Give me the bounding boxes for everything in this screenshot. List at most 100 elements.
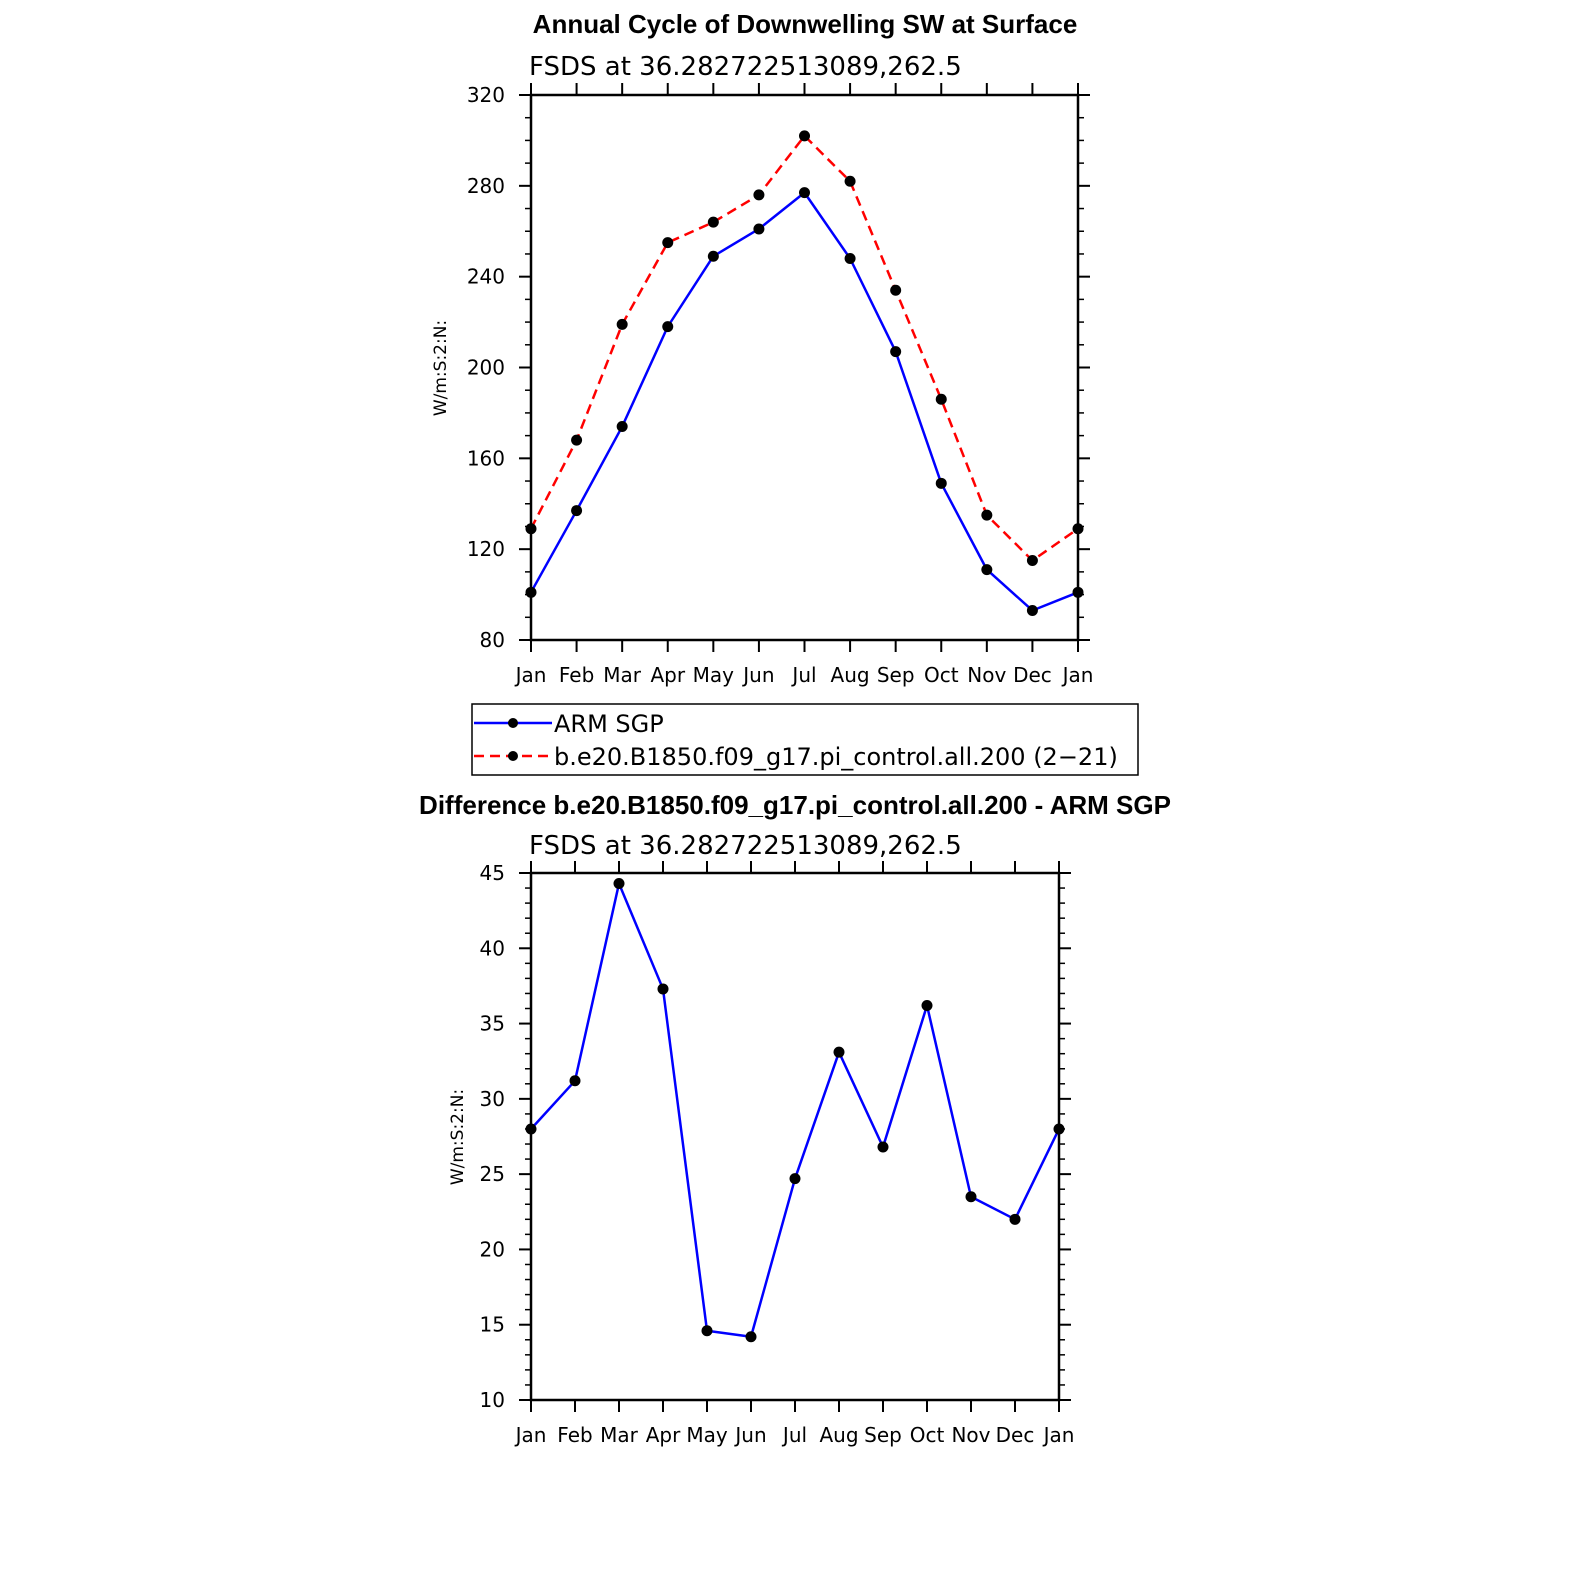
chart-1-xtick-label: Apr xyxy=(650,663,685,687)
chart-1-xtick-label: Aug xyxy=(831,663,870,687)
chart-1-xtick-label: Mar xyxy=(603,663,642,687)
chart-1-series-line-1 xyxy=(529,134,1079,562)
chart-1-series-0-point xyxy=(981,564,993,576)
chart-2-subtitle: FSDS at 36.282722513089,262.5 xyxy=(529,831,962,861)
chart-2-xtick-label: Jul xyxy=(781,1423,807,1447)
chart-2-xtick-label: Oct xyxy=(910,1423,945,1447)
chart-2-xtick-label: Mar xyxy=(600,1423,639,1447)
chart-1-xtick-label: Nov xyxy=(967,663,1006,687)
chart-1-xtick-label: Jun xyxy=(741,663,774,687)
chart-1-series-1-point xyxy=(1026,555,1038,567)
chart-1-xtick-label: Feb xyxy=(559,663,594,687)
chart-2-series-0-point xyxy=(833,1046,845,1058)
chart-1-series-0-point xyxy=(935,477,947,489)
chart-1-series-0-point xyxy=(616,421,628,433)
chart-1-ytick-label: 280 xyxy=(467,174,505,198)
chart-1-ytick-label: 80 xyxy=(480,628,505,652)
chart-2-axes: Jan Feb Mar Apr May Jun Jul Aug Sep Oct Nov Dec Jan 1… xyxy=(480,861,1075,1447)
chart-2-series-0-point xyxy=(613,878,625,890)
chart-2-series-line-0 xyxy=(530,882,1061,1339)
chart-1-xtick-label: Oct xyxy=(924,663,959,687)
chart-2-series-0-point xyxy=(965,1191,977,1203)
chart-2-frame xyxy=(529,871,1061,1402)
chart-2-xtick-label: May xyxy=(686,1423,728,1447)
chart-1-xtick-label: Jan xyxy=(1061,663,1094,687)
chart-1-ytick-label: 120 xyxy=(467,537,505,561)
chart-2-ytick-label: 35 xyxy=(480,1012,505,1036)
chart-2-series-0-point xyxy=(877,1141,889,1153)
chart-2-xtick-label: Jan xyxy=(514,1423,547,1447)
chart-1-series-1-point xyxy=(981,509,993,521)
chart-1-series-1-point xyxy=(571,434,583,446)
chart-1-series-1-point xyxy=(753,189,765,201)
legend: ARM SGP b.e20.B1850.f09_g17.pi_control.a… xyxy=(471,703,1139,776)
chart-1-plot xyxy=(525,130,1084,616)
chart-1-ytick-label: 200 xyxy=(467,356,505,380)
chart-1-axes: Jan Feb Mar Apr May Jun Jul Aug Sep Oct Nov Dec Jan 8… xyxy=(467,83,1094,687)
chart-1-series-1-point xyxy=(935,393,947,405)
chart-2-series-0-point xyxy=(789,1173,801,1185)
chart-2-series-0-point xyxy=(745,1331,757,1343)
chart-2-series-0-point xyxy=(525,1123,537,1135)
chart-1-series-0-point xyxy=(799,187,810,199)
chart-1-ylabel: W/m:S:2:N: xyxy=(431,320,451,416)
chart-1-series-1-point xyxy=(616,318,628,330)
chart-1-xtick-label: Dec xyxy=(1013,663,1052,687)
chart-1-ytick-label: 240 xyxy=(467,265,505,289)
chart-2-series-0-point xyxy=(657,983,669,995)
chart-2-ytick-label: 30 xyxy=(480,1087,505,1111)
chart-1-series-1-point xyxy=(662,237,674,249)
chart-2-xtick-label: Nov xyxy=(951,1423,990,1447)
chart-1-series-1-point xyxy=(707,216,719,228)
chart-1-xtick-label: Jan xyxy=(514,663,547,687)
chart-2-series-0-point xyxy=(1053,1123,1065,1135)
chart-2-ytick-label: 40 xyxy=(480,936,505,960)
chart-2-plot xyxy=(525,878,1065,1343)
chart-1-series-1-point xyxy=(799,130,810,142)
legend-label-model: b.e20.B1850.f09_g17.pi_control.all.200 (… xyxy=(554,743,1118,771)
legend-marker-model xyxy=(508,751,518,761)
chart-1-series-1-point xyxy=(1072,523,1084,535)
legend-box xyxy=(471,703,1139,776)
chart-1-series-0-point xyxy=(707,250,719,262)
chart-2-series-0-point xyxy=(701,1325,713,1337)
chart-2-xtick-label: Apr xyxy=(646,1423,681,1447)
chart-annual-cycle: Annual Cycle of Downwelling SW at Surfac… xyxy=(431,9,1139,776)
chart-2-ytick-label: 10 xyxy=(480,1388,505,1412)
chart-2-xtick-label: Sep xyxy=(864,1423,902,1447)
chart-1-xtick-label: Sep xyxy=(877,663,915,687)
chart-2-ytick-label: 45 xyxy=(480,861,505,885)
chart-2-series-0-point xyxy=(569,1075,581,1087)
chart-1-series-0-point xyxy=(890,346,902,358)
chart-1-title: Annual Cycle of Downwelling SW at Surfac… xyxy=(533,9,1078,39)
chart-1-series-1-point xyxy=(844,175,856,187)
chart-2-ylabel: W/m:S:2:N: xyxy=(448,1089,468,1185)
chart-1-xtick-label: May xyxy=(693,663,735,687)
chart-1-series-0-point xyxy=(1072,586,1084,598)
chart-2-ytick-label: 25 xyxy=(480,1162,505,1186)
chart-2-xtick-label: Jun xyxy=(733,1423,766,1447)
chart-1-series-0-point xyxy=(662,321,674,333)
chart-2-xtick-label: Feb xyxy=(557,1423,592,1447)
chart-1-ytick-label: 160 xyxy=(467,446,505,470)
chart-2-ytick-label: 15 xyxy=(480,1313,505,1337)
chart-1-series-0-point xyxy=(753,223,765,235)
chart-1-series-0-point xyxy=(1026,604,1038,616)
chart-2-xtick-label: Dec xyxy=(996,1423,1035,1447)
chart-2-ytick-label: 20 xyxy=(480,1237,505,1261)
chart-2-title: Difference b.e20.B1850.f09_g17.pi_contro… xyxy=(419,790,1171,820)
chart-1-series-0-point xyxy=(571,505,583,517)
legend-marker-arm-sgp xyxy=(508,718,518,728)
chart-1-series-1-point xyxy=(890,284,902,296)
chart-1-ytick-label: 320 xyxy=(467,83,505,107)
chart-1-xtick-label: Jul xyxy=(790,663,816,687)
chart-2-series-0-point xyxy=(1009,1213,1021,1225)
chart-1-series-line-0 xyxy=(529,191,1079,612)
chart-2-xtick-label: Aug xyxy=(819,1423,858,1447)
chart-1-frame xyxy=(529,93,1080,642)
chart-1-series-1-point xyxy=(525,523,537,535)
chart-1-subtitle: FSDS at 36.282722513089,262.5 xyxy=(529,52,962,82)
chart-1-series-0-point xyxy=(525,586,537,598)
chart-2-xtick-label: Jan xyxy=(1042,1423,1075,1447)
